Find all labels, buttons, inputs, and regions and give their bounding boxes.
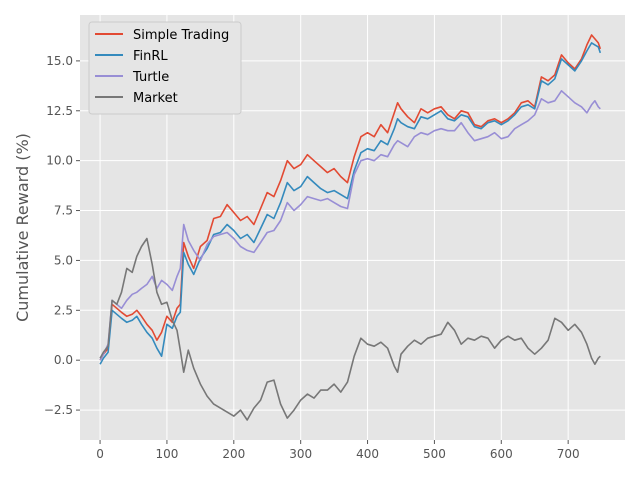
y-tick-label: −2.5 [44, 403, 73, 417]
x-tick-label: 500 [423, 447, 446, 461]
x-tick-label: 400 [356, 447, 379, 461]
y-tick-label: 0.0 [54, 353, 73, 367]
series-line-simple-trading [99, 34, 602, 361]
series-line-market [99, 237, 601, 421]
y-axis-ticks: −2.5 0.0 2.5 5.0 7.5 10.0 12.5 15.0 [44, 54, 80, 417]
legend-entry: FinRL [133, 49, 168, 64]
x-tick-label: 0 [96, 447, 104, 461]
x-tick-label: 300 [289, 447, 312, 461]
y-axis-label: Cumulative Reward (%) [13, 133, 32, 322]
y-tick-label: 12.5 [46, 104, 73, 118]
legend: Simple Trading FinRL Turtle Market [88, 21, 242, 115]
y-tick-label: 7.5 [54, 204, 73, 218]
series-lines [99, 34, 602, 421]
y-tick-label: 2.5 [54, 303, 73, 317]
x-tick-label: 200 [222, 447, 245, 461]
legend-entry: Turtle [132, 70, 169, 85]
legend-box [88, 21, 242, 115]
legend-entry: Simple Trading [133, 28, 229, 43]
x-tick-label: 700 [557, 447, 580, 461]
legend-entry: Market [133, 91, 178, 106]
y-tick-label: 15.0 [46, 54, 73, 68]
series-line-turtle [99, 90, 601, 361]
x-tick-label: 100 [155, 447, 178, 461]
x-axis-ticks: 0 100 200 300 400 500 600 700 [96, 440, 580, 461]
y-tick-label: 10.0 [46, 154, 73, 168]
series-line-finrl [99, 42, 602, 365]
y-tick-label: 5.0 [54, 253, 73, 267]
x-tick-label: 600 [490, 447, 513, 461]
